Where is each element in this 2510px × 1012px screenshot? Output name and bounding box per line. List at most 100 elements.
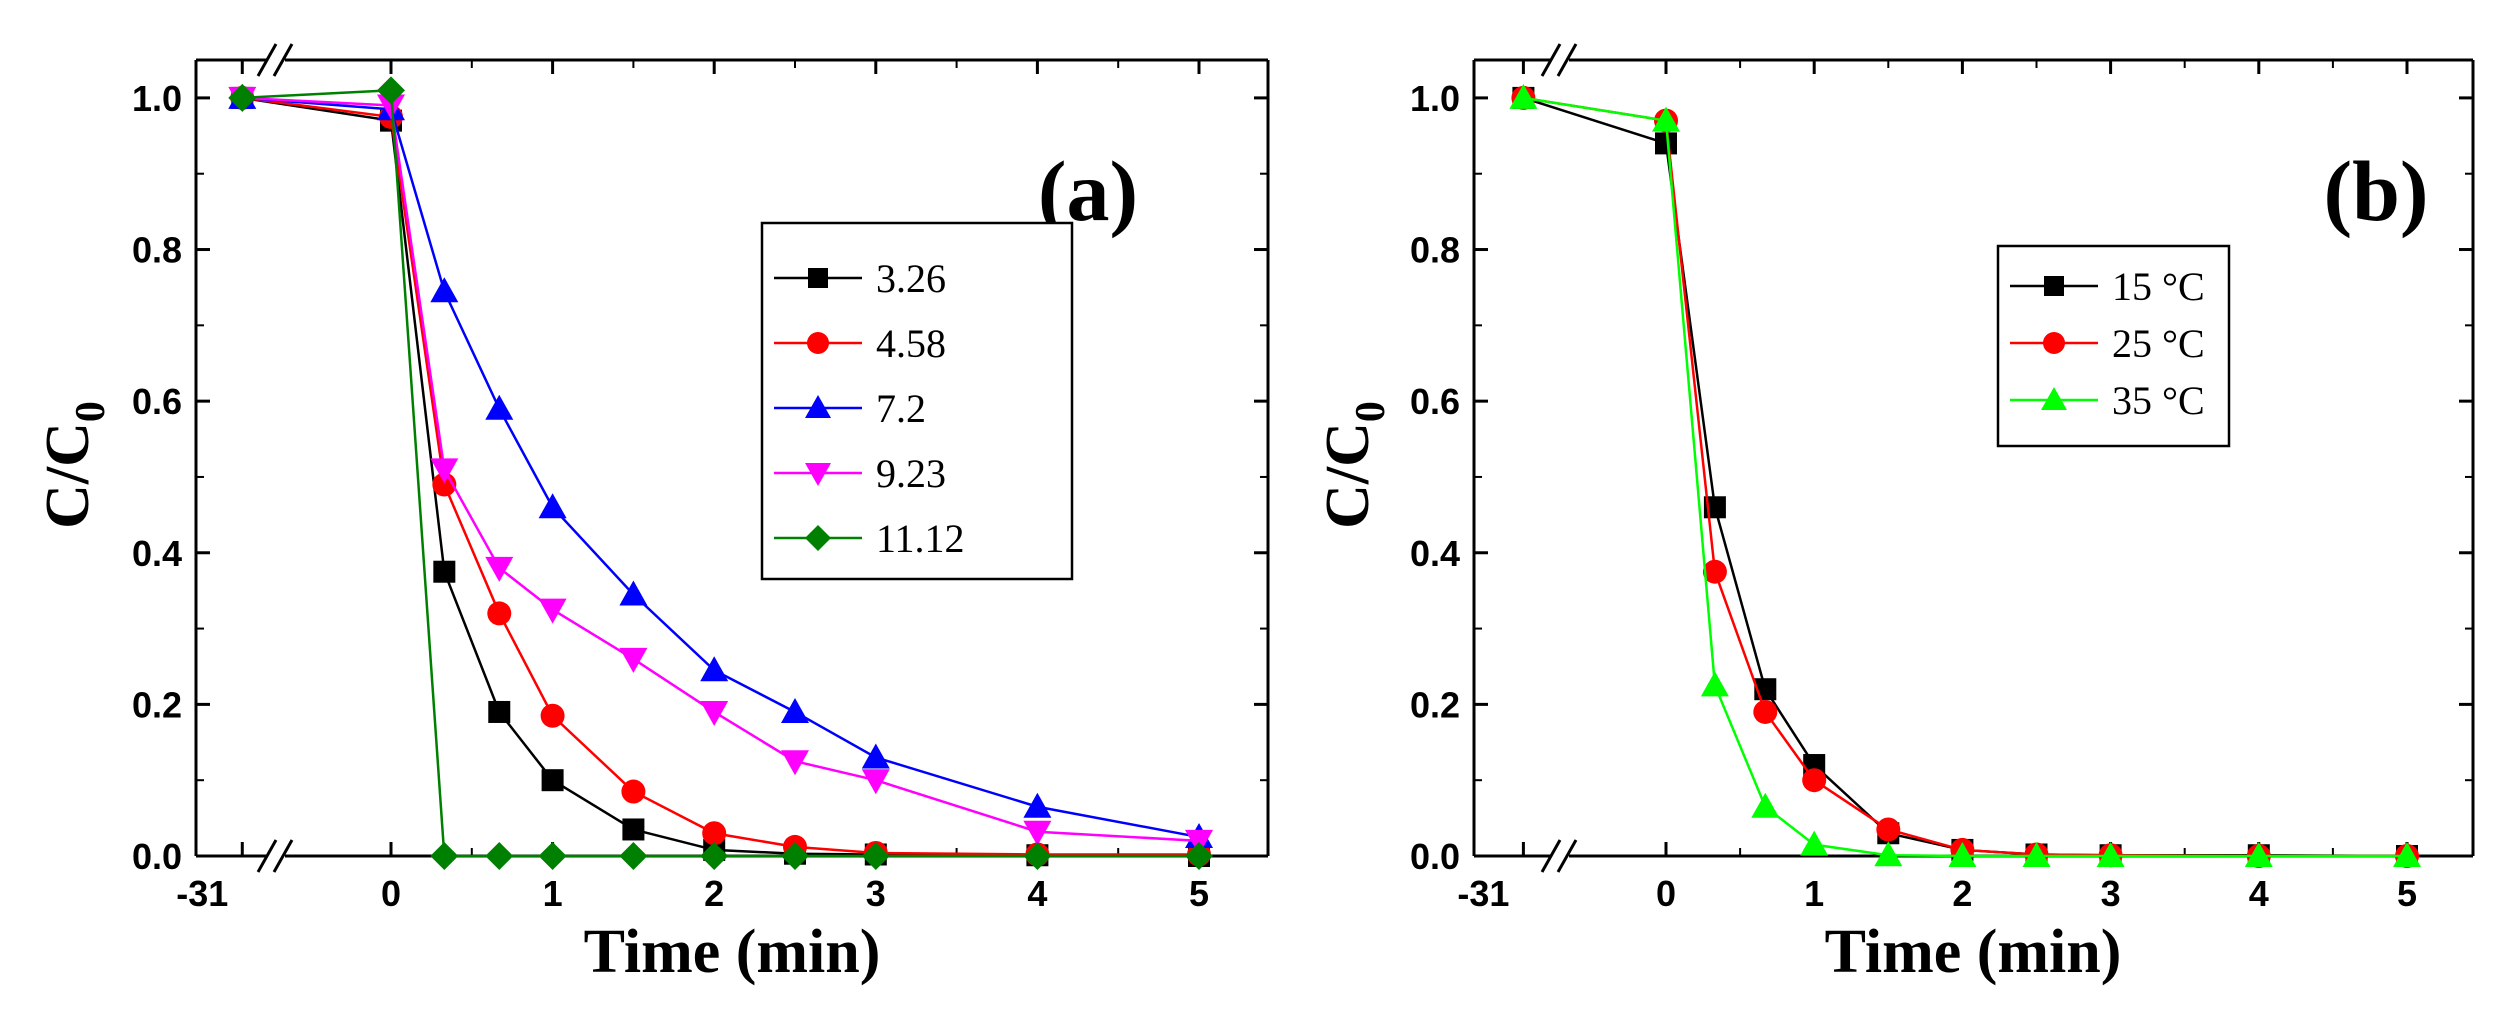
legend-label: 7.2: [876, 386, 926, 431]
data-point-square: [488, 700, 511, 723]
legend: 15 °C 25 °C 35 °C: [1996, 244, 2231, 448]
y-tick-label: 1.0: [132, 78, 182, 119]
data-point-triangle-up: [781, 697, 809, 723]
axis-break-mark: [272, 43, 294, 77]
data-point-square: [622, 818, 645, 841]
data-point-triangle-down: [781, 750, 809, 776]
x-tick-label: 5: [1189, 873, 1209, 914]
y-tick-label: 0.2: [1410, 684, 1460, 725]
data-point-triangle-down: [700, 700, 729, 726]
data-point-square: [433, 560, 456, 583]
y-tick-label: 0.0: [132, 836, 182, 877]
data-point-diamond: [228, 83, 257, 112]
y-axis-title-main: C/C: [1314, 422, 1382, 529]
axis-break-mark: [256, 839, 278, 873]
x-tick-label: 0: [1656, 873, 1676, 914]
data-point-circle: [2043, 332, 2065, 354]
series-4: [228, 76, 1213, 870]
data-point-triangle-up: [2393, 842, 2421, 867]
y-axis-title: C/C0: [34, 401, 114, 529]
x-tick-label: 1: [1804, 873, 1824, 914]
data-point-triangle-up: [861, 743, 890, 769]
data-point-circle: [621, 779, 646, 804]
data-point-diamond: [805, 525, 831, 551]
legend: 3.26 4.58 7.2 9.23 11.12: [760, 221, 1074, 581]
y-tick-label: 0.2: [132, 684, 182, 725]
data-point-triangle-up: [1800, 830, 1829, 856]
data-point-triangle-up: [2096, 842, 2125, 867]
x-tick-label: 2: [1952, 873, 1972, 914]
data-point-triangle-up: [2022, 842, 2051, 867]
data-point-diamond: [861, 842, 890, 870]
y-tick-label: 0.4: [132, 533, 182, 574]
data-point-circle: [1702, 559, 1727, 584]
data-point-triangle-up: [1023, 792, 1052, 818]
x-tick-label: 2: [704, 873, 724, 914]
legend-label: 11.12: [876, 516, 965, 561]
x-tick-label: 1: [543, 873, 563, 914]
legend-label: 3.26: [876, 256, 946, 301]
legend-label: 25 °C: [2112, 321, 2205, 366]
axis-break-mark: [1540, 43, 1562, 77]
data-point-triangle-up: [1509, 83, 1538, 109]
axis-break-mark: [272, 839, 294, 873]
data-point-triangle-up: [485, 394, 514, 420]
data-point-circle: [1753, 699, 1778, 724]
data-point-triangle-up: [1948, 842, 1977, 867]
series-line: [1523, 96, 2407, 858]
data-point-diamond: [1023, 842, 1052, 870]
data-point-square: [2044, 276, 2064, 296]
panel-label: (b): [2323, 143, 2428, 239]
x-tick-label: 3: [2101, 873, 2121, 914]
axis-break-mark: [256, 43, 278, 77]
y-axis-title-subscript: 0: [68, 401, 114, 422]
x-axis-title: Time (min): [584, 918, 881, 986]
data-point-triangle-up: [2041, 387, 2067, 410]
data-point-diamond: [485, 842, 514, 870]
x-tick-label: 0: [381, 873, 401, 914]
y-axis-title-subscript: 0: [1348, 401, 1394, 422]
data-point-square: [808, 268, 828, 288]
data-point-square: [1655, 132, 1677, 155]
data-point-triangle-down: [861, 769, 890, 795]
y-axis-title-main: C/C: [34, 422, 102, 529]
series-line: [1523, 96, 2408, 858]
legend-box: [1996, 244, 2231, 448]
legend-label: 15 °C: [2112, 264, 2205, 309]
data-point-triangle-up: [1652, 106, 1680, 132]
legend-label: 35 °C: [2112, 378, 2205, 423]
axis-break-mark: [1556, 43, 1578, 77]
data-point-triangle-up: [805, 395, 831, 418]
data-point-diamond: [781, 842, 809, 870]
data-point-diamond: [700, 842, 729, 870]
axis-break-mark: [1540, 839, 1562, 873]
legend-label: 9.23: [876, 451, 946, 496]
y-tick-label: 0.6: [132, 381, 182, 422]
data-point-triangle-down: [485, 556, 514, 582]
x-tick-label: 4: [2249, 873, 2269, 914]
data-point-triangle-up: [1874, 841, 1903, 867]
series-2: [1509, 83, 2421, 867]
series-line: [1523, 96, 2407, 858]
data-point-diamond: [377, 76, 405, 105]
data-point-circle: [702, 821, 727, 846]
data-point-circle: [1876, 817, 1901, 842]
x-tick-label: 5: [2397, 873, 2417, 914]
chart-panel-b: 0.0 0.2 0.4 0.6 0.8 1.0 -31 0 1 2 3 4 5 Time (min) C/C…: [1314, 43, 2475, 986]
data-point-triangle-down: [619, 647, 648, 673]
x-tick-label: 4: [1027, 873, 1047, 914]
data-point-diamond: [619, 842, 648, 870]
data-point-triangle-up: [619, 580, 648, 606]
chart-panel-a: 0.0 0.2 0.4 0.6 0.8 1.0 -31 0 1 2 3 4 5 Time (min) C/C…: [34, 43, 1270, 986]
data-point-triangle-down: [538, 598, 567, 624]
x-tick-label: -31: [176, 873, 228, 914]
legend-label: 4.58: [876, 321, 946, 366]
data-point-triangle-up: [700, 656, 729, 682]
y-tick-label: 0.8: [132, 230, 182, 271]
data-point-triangle-down: [805, 463, 831, 486]
y-tick-label: 0.0: [1410, 836, 1460, 877]
series-1: [1511, 85, 2419, 868]
data-point-circle: [540, 703, 565, 728]
